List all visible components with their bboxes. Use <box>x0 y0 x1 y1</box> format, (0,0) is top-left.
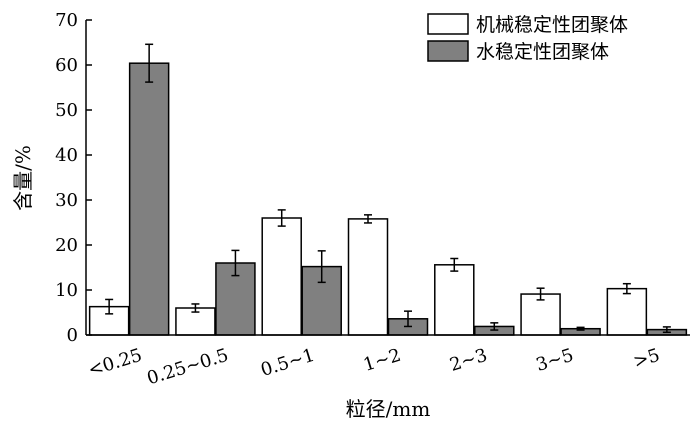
y-tick-label: 10 <box>55 280 78 301</box>
bar-series-2-1 <box>128 62 170 336</box>
y-tick-label: 0 <box>67 325 78 346</box>
x-tick-label: 0.25~0.5 <box>145 345 231 390</box>
y-axis-title: 含量/% <box>11 145 35 211</box>
x-tick-label: 3~5 <box>534 345 576 376</box>
x-tick-label: <0.25 <box>86 345 145 381</box>
x-ticks: <0.25 0.25~0.5 0.5~1 1~2 2~3 3~5 >5 <box>86 345 663 390</box>
legend-label-2: 水稳定性团聚体 <box>476 41 609 63</box>
bar-series-1-5 <box>434 264 475 336</box>
x-axis-title: 粒径/mm <box>346 397 431 421</box>
x-tick-label: 0.5~1 <box>258 345 317 381</box>
y-ticks: 0 10 20 30 40 50 60 70 <box>55 10 92 346</box>
legend-swatch-2 <box>427 40 469 62</box>
bar-series-1-7 <box>606 287 648 336</box>
y-tick-label: 60 <box>55 55 78 76</box>
y-tick-label: 50 <box>55 100 78 121</box>
y-tick-label: 30 <box>55 190 78 211</box>
bar-series-1-3 <box>261 217 302 336</box>
x-tick-label: 2~3 <box>447 345 489 376</box>
legend-label-1: 机械稳定性团聚体 <box>476 14 628 36</box>
legend-swatch-1 <box>427 13 469 35</box>
bar-series-1-4 <box>347 218 389 336</box>
axes-layer <box>85 20 690 336</box>
y-tick-label: 20 <box>55 235 78 256</box>
y-tick-label: 70 <box>55 10 78 31</box>
x-tick-label: >5 <box>631 345 663 373</box>
x-tick-label: 1~2 <box>361 345 403 376</box>
y-tick-label: 40 <box>55 145 78 166</box>
bars-layer <box>88 43 688 336</box>
